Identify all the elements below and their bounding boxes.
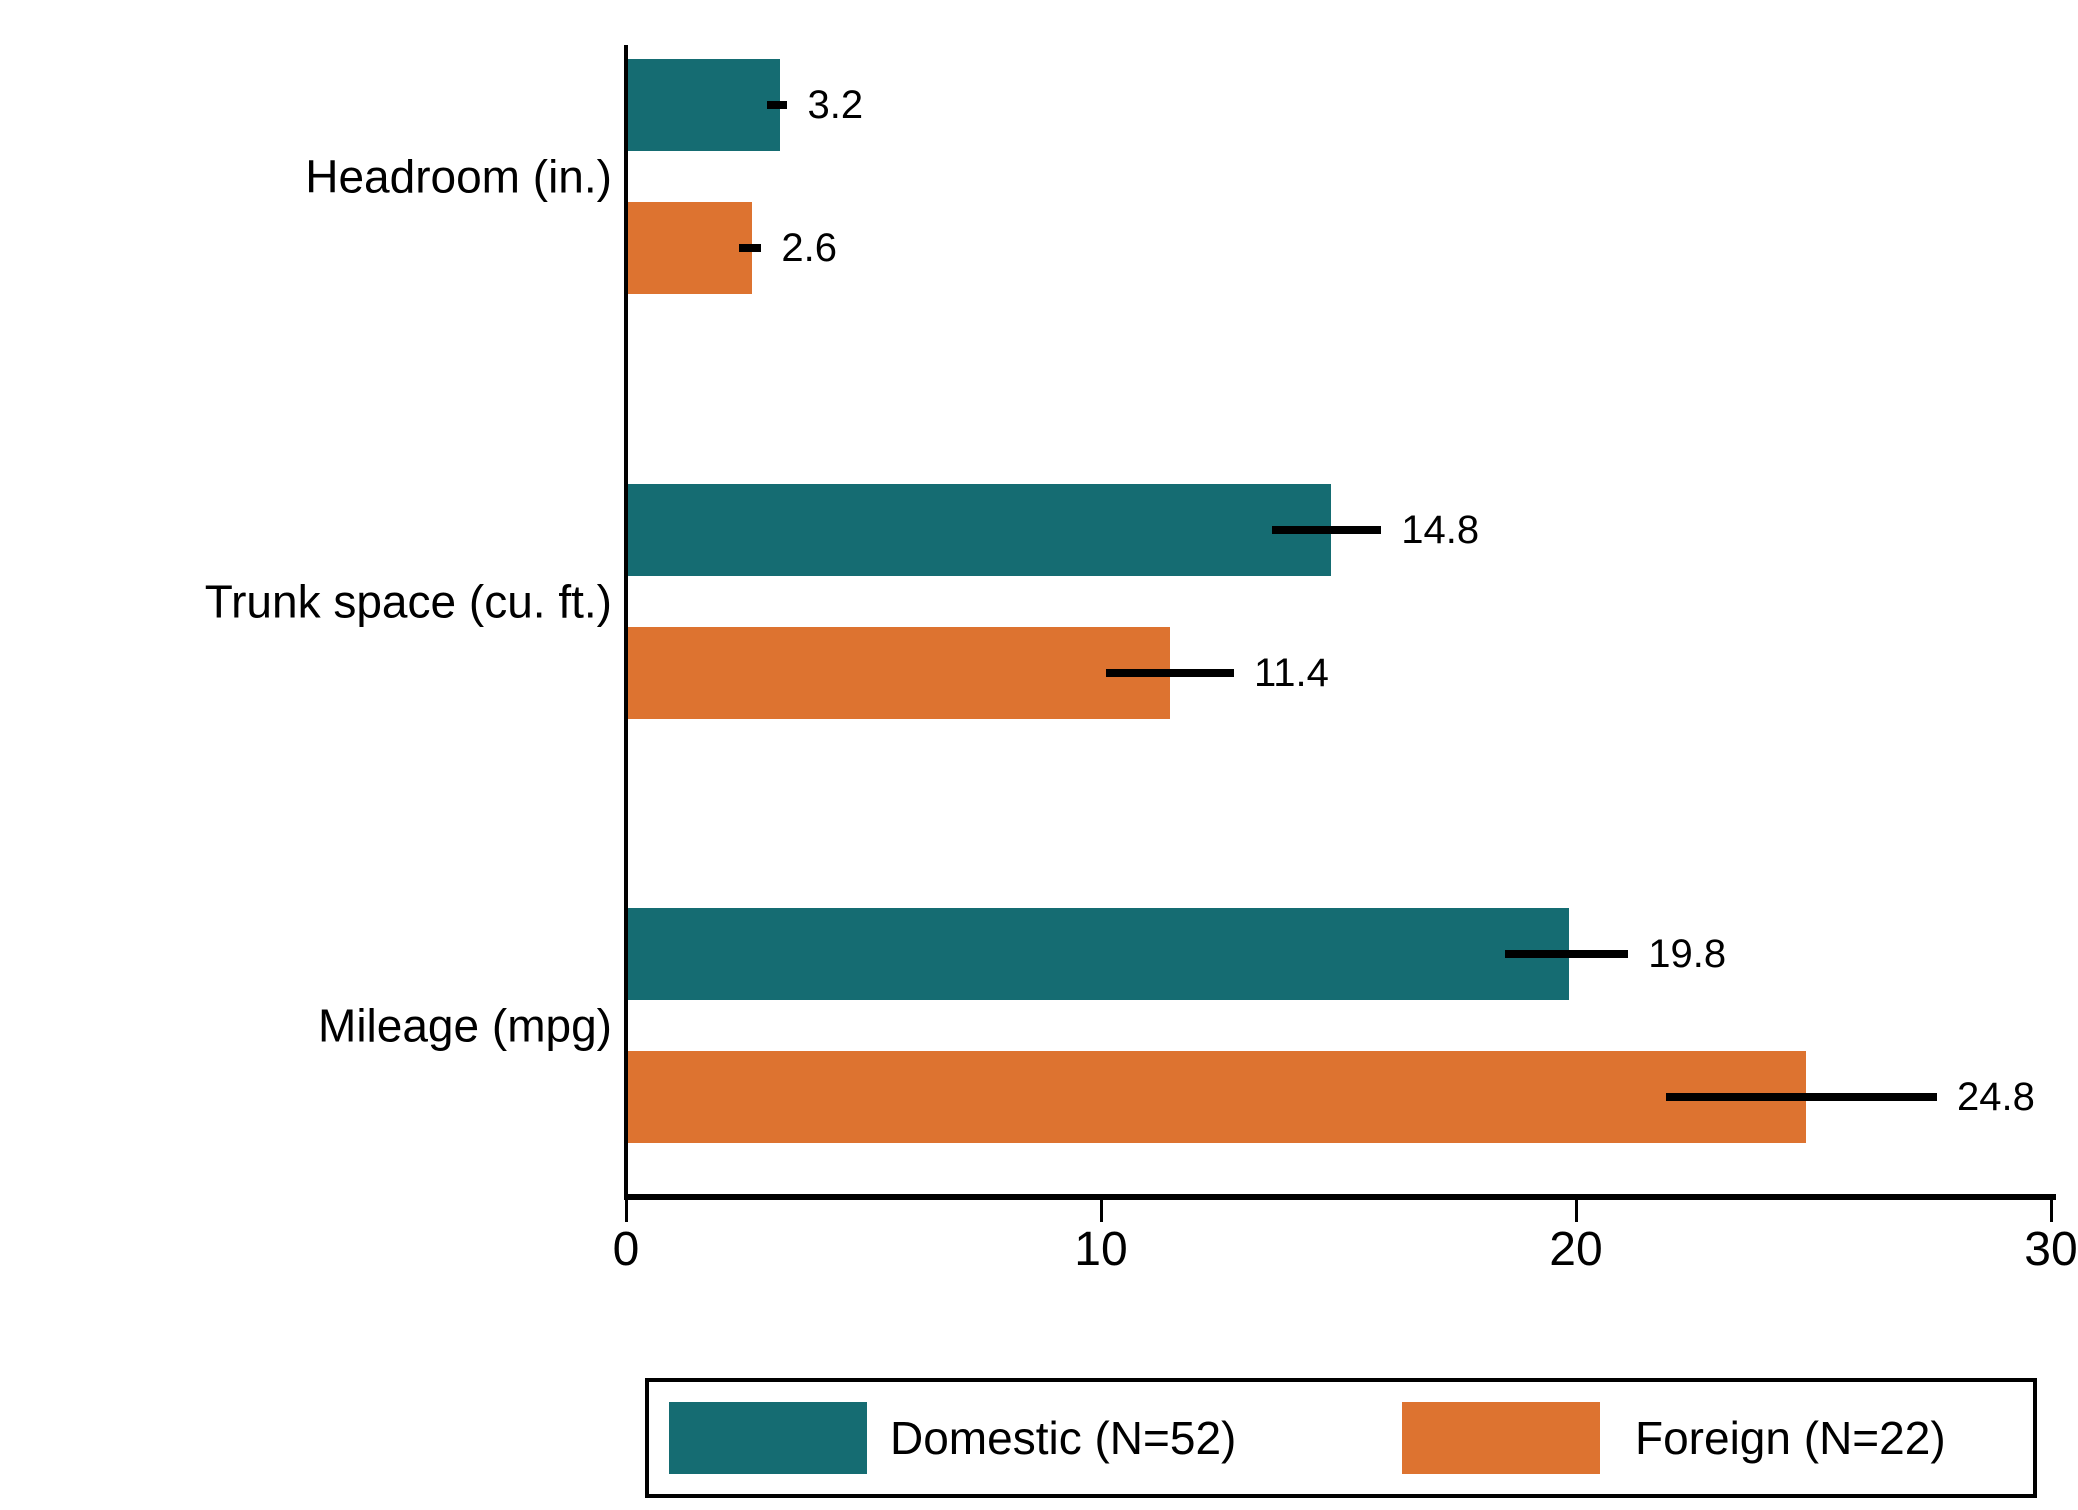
legend-swatch-foreign [1402,1402,1600,1474]
bar-domestic-1 [628,484,1331,576]
x-axis-line [624,1194,2056,1200]
bar-domestic-0 [628,59,780,151]
bar-foreign-0 [628,202,752,294]
legend: Domestic (N=52) Foreign (N=22) [645,1378,2037,1498]
legend-label-domestic: Domestic (N=52) [890,1412,1237,1464]
x-tick-label-30: 30 [2024,1223,2078,1276]
bar-foreign-1 [628,627,1170,719]
legend-label-foreign: Foreign (N=22) [1635,1412,1946,1464]
y-axis-line [624,45,628,1200]
x-tick-20 [1574,1200,1578,1222]
category-label-2: Mileage (mpg) [318,999,612,1052]
value-label-foreign-2: 24.8 [1957,1075,2035,1119]
value-label-foreign-1: 11.4 [1254,651,1329,695]
value-label-domestic-1: 14.8 [1401,508,1480,552]
error-bar-domestic-1 [1272,526,1382,534]
error-bar-foreign-1 [1105,669,1234,677]
error-bar-domestic-2 [1504,950,1629,958]
x-tick-label-10: 10 [1074,1223,1128,1276]
error-bar-domestic-0 [767,101,788,109]
category-label-1: Trunk space (cu. ft.) [204,575,612,628]
value-label-foreign-0: 2.6 [781,226,837,270]
x-tick-label-0: 0 [612,1223,640,1276]
bar-foreign-2 [628,1051,1806,1143]
x-tick-10 [1099,1200,1103,1222]
x-tick-label-20: 20 [1549,1223,1603,1276]
value-label-domestic-0: 3.2 [807,83,864,127]
value-label-domestic-2: 19.8 [1648,932,1727,976]
x-tick-0 [624,1200,628,1222]
bar-domestic-2 [628,908,1569,1000]
x-tick-30 [2049,1200,2053,1222]
error-bar-foreign-2 [1666,1093,1937,1101]
legend-swatch-domestic [669,1402,867,1474]
error-bar-foreign-0 [739,244,762,252]
category-label-0: Headroom (in.) [305,150,612,203]
